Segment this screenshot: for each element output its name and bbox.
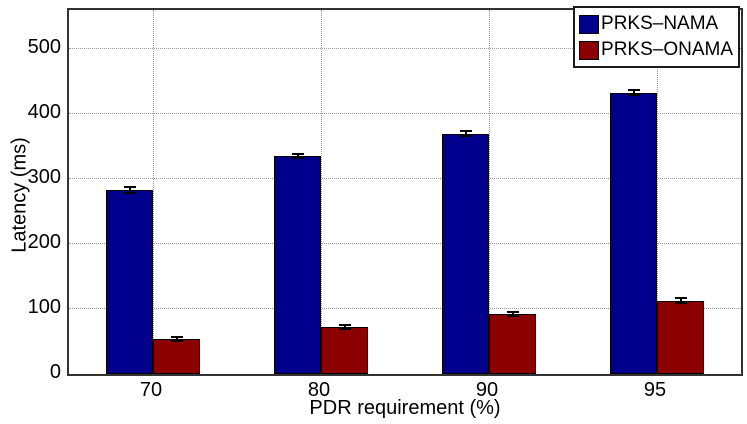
y-tick-label-0: 0 [49,361,61,383]
bar-prks-nama-80 [274,156,321,374]
bar-prks-onama-90 [489,314,536,374]
error-cap-top-prks-onama-80 [338,324,351,327]
y-tick-label-500: 500 [27,36,61,58]
error-cap-bottom-prks-onama-95 [674,302,687,305]
error-cap-bottom-prks-nama-95 [627,94,640,97]
error-cap-top-prks-nama-95 [627,88,640,91]
v-gridline-70 [152,10,154,374]
error-cap-top-prks-onama-70 [170,335,183,338]
error-bar-prks-onama-70 [175,336,178,341]
x-tick-label-70: 70 [139,379,163,401]
x-tick-label-95: 95 [643,379,667,401]
v-gridline-90 [488,10,490,374]
bar-prks-nama-95 [610,92,657,374]
legend-item-prks-onama: PRKS–ONAMA [579,37,733,63]
bar-prks-nama-90 [442,133,489,374]
v-gridline-80 [320,10,322,374]
error-bar-prks-nama-80 [296,154,299,159]
error-cap-bottom-prks-nama-90 [459,135,472,138]
error-cap-bottom-prks-nama-70 [123,191,136,194]
error-bar-prks-nama-95 [632,89,635,96]
error-bar-prks-onama-90 [511,312,514,317]
error-bar-prks-nama-90 [464,130,467,137]
legend: PRKS–NAMA PRKS–ONAMA [573,6,740,68]
error-cap-bottom-prks-onama-90 [506,315,519,318]
bar-prks-nama-70 [106,190,153,374]
h-gridline-500 [69,48,741,49]
x-tick-label-90: 90 [475,379,499,401]
y-tick-label-100: 100 [27,296,61,318]
v-gridline-95 [656,10,658,374]
error-cap-top-prks-nama-70 [123,186,136,189]
plot-area: PRKS–NAMA PRKS–ONAMA [67,6,743,376]
h-gridline-200 [69,243,741,244]
x-tick-label-80: 80 [307,379,331,401]
error-bar-prks-nama-70 [128,187,131,193]
error-cap-top-prks-nama-90 [459,129,472,132]
error-cap-top-prks-nama-80 [291,153,304,156]
error-cap-bottom-prks-nama-80 [291,157,304,160]
legend-item-label: PRKS–NAMA [601,13,719,34]
y-tick-label-300: 300 [27,166,61,188]
bar-prks-onama-95 [657,300,704,374]
error-cap-top-prks-onama-95 [674,296,687,299]
error-cap-bottom-prks-onama-80 [338,328,351,331]
bar-prks-onama-80 [321,327,368,374]
h-gridline-300 [69,178,741,179]
error-cap-top-prks-onama-90 [506,311,519,314]
error-bar-prks-onama-80 [343,325,346,330]
error-bar-prks-onama-95 [679,297,682,304]
legend-item-prks-nama: PRKS–NAMA [579,11,733,37]
h-gridline-400 [69,113,741,114]
legend-item-label: PRKS–ONAMA [601,39,733,60]
h-gridline-100 [69,308,741,309]
x-axis-label: PDR requirement (%) [309,397,501,419]
legend-swatch-icon [579,14,600,34]
error-cap-bottom-prks-onama-70 [170,339,183,342]
legend-swatch-icon [579,40,600,60]
y-tick-label-400: 400 [27,101,61,123]
y-tick-label-200: 200 [27,231,61,253]
bar-prks-onama-70 [153,338,200,374]
